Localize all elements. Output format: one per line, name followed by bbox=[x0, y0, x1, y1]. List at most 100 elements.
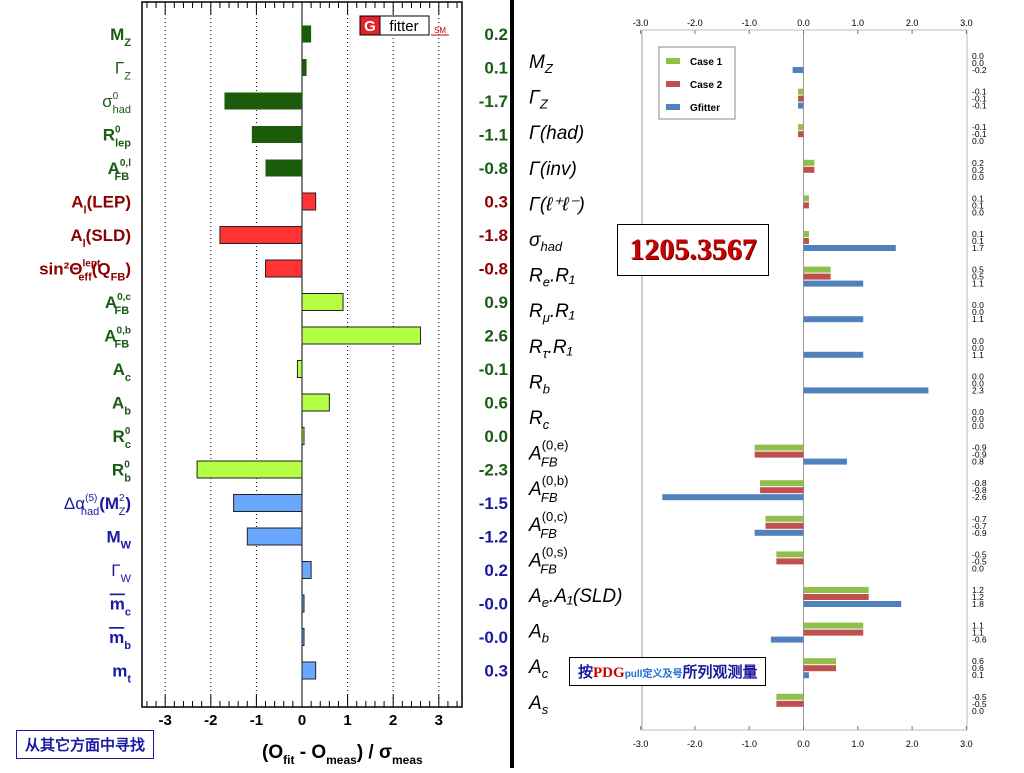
series-bar bbox=[803, 195, 809, 202]
x-tick-label-bottom: 3.0 bbox=[960, 739, 973, 749]
series-value-label: 0.0 bbox=[972, 336, 984, 346]
series-value-label: 0.8 bbox=[972, 457, 984, 467]
observable-label: MZ bbox=[529, 52, 554, 76]
series-value-label: 0.0 bbox=[972, 136, 984, 146]
series-value-label: 1.1 bbox=[972, 628, 984, 638]
series-bar bbox=[776, 700, 804, 707]
series-value-label: -0.5 bbox=[972, 699, 987, 709]
pull-value-label: 0.6 bbox=[484, 394, 508, 413]
series-value-label: 0.2 bbox=[972, 158, 984, 168]
pdg-small: pull定义及号 bbox=[624, 669, 683, 680]
series-bar bbox=[803, 166, 815, 173]
series-value-label: 0.6 bbox=[972, 663, 984, 673]
series-value-label: -0.1 bbox=[972, 87, 987, 97]
series-value-label: 0.2 bbox=[972, 165, 984, 175]
series-bar bbox=[803, 458, 847, 465]
x-tick-label-bottom: 2.0 bbox=[906, 739, 919, 749]
x-tick-label: 1 bbox=[343, 712, 351, 729]
pull-bar bbox=[302, 59, 307, 76]
series-bar bbox=[803, 672, 809, 679]
series-value-label: 0.0 bbox=[972, 300, 984, 310]
observable-label: R0 c bbox=[113, 426, 131, 451]
series-value-label: 0.1 bbox=[972, 200, 984, 210]
x-tick-label-top: 2.0 bbox=[906, 18, 919, 28]
pull-value-label: 0.2 bbox=[484, 25, 508, 44]
series-value-label: 1.1 bbox=[972, 350, 984, 360]
legend-swatch bbox=[666, 58, 680, 64]
pdg-suffix: 所列观测量 bbox=[682, 664, 758, 681]
series-value-label: -0.5 bbox=[972, 692, 987, 702]
pull-bar bbox=[302, 25, 312, 43]
panel-divider bbox=[510, 0, 514, 768]
x-axis-label: (Ofit - Omeas) / σmeas bbox=[262, 742, 423, 767]
series-value-label: -0.9 bbox=[972, 528, 987, 538]
pull-bar bbox=[301, 661, 317, 680]
series-value-label: 0.1 bbox=[972, 236, 984, 246]
series-bar bbox=[760, 487, 804, 494]
gfitter-pull-chart: -3 -2 -1 0 1 2 3 (Ofit - Omeas) / σmeas G fitter S… bbox=[39, 1, 508, 767]
pull-value-label: -1.2 bbox=[479, 528, 508, 547]
legend: Case 1 Case 2 Gfitter bbox=[658, 46, 736, 120]
x-tick-label: 2 bbox=[389, 712, 397, 729]
observable-label: σ0 had bbox=[102, 91, 131, 116]
x-tick-label: -1 bbox=[250, 712, 263, 729]
series-bar bbox=[760, 480, 804, 487]
series-bar bbox=[803, 351, 864, 358]
observable-label: As bbox=[528, 693, 549, 717]
series-value-label: -0.6 bbox=[972, 635, 987, 645]
series-bar bbox=[803, 594, 869, 600]
pull-bar bbox=[296, 360, 303, 378]
series-bar bbox=[803, 202, 809, 209]
series-value-label: -0.2 bbox=[972, 65, 987, 75]
observable-label: Al(LEP) bbox=[71, 193, 131, 217]
observable-label: Rμ.R₁ bbox=[529, 301, 575, 325]
observable-label: ΓW bbox=[111, 561, 131, 585]
pull-bar bbox=[301, 326, 422, 345]
series-value-label: 0.1 bbox=[972, 193, 984, 203]
x-tick-label: 3 bbox=[435, 712, 443, 729]
arxiv-number: 1205.3567 bbox=[629, 233, 757, 266]
series-bar bbox=[776, 551, 804, 558]
pull-value-label: 0.9 bbox=[484, 293, 508, 312]
pdg-brand: PDG bbox=[593, 665, 625, 681]
series-value-label: 0.0 bbox=[972, 407, 984, 417]
observable-label: A(0,c) FB bbox=[528, 509, 568, 541]
series-value-label: 0.0 bbox=[972, 706, 984, 716]
series-value-label: 1.1 bbox=[972, 621, 984, 631]
series-value-label: 0.0 bbox=[972, 421, 984, 431]
series-bar bbox=[770, 636, 804, 643]
series-bar bbox=[803, 622, 864, 629]
series-bar bbox=[792, 67, 804, 73]
observable-label: ΓZ bbox=[115, 59, 131, 83]
observable-label: Γ(ℓ⁺ℓ⁻) bbox=[529, 194, 585, 215]
series-value-label: 0.0 bbox=[972, 51, 984, 61]
pull-bar bbox=[301, 561, 312, 579]
series-bar bbox=[754, 444, 804, 451]
series-value-label: 1.1 bbox=[972, 314, 984, 324]
observable-label: A(0,b) FB bbox=[528, 473, 568, 505]
observable-label: mt bbox=[112, 662, 131, 686]
x-tick-label-top: 1.0 bbox=[852, 18, 865, 28]
x-tick-label-top: -2.0 bbox=[687, 18, 703, 28]
pull-bar bbox=[301, 628, 305, 646]
series-value-label: 0.0 bbox=[972, 58, 984, 68]
observable-label: mc bbox=[110, 595, 131, 619]
series-value-label: 0.0 bbox=[972, 307, 984, 317]
observable-label: A(0,e) FB bbox=[528, 438, 568, 470]
logo-sm: SM bbox=[434, 26, 446, 35]
pull-value-label: -1.7 bbox=[479, 92, 508, 111]
series-value-label: -0.7 bbox=[972, 521, 987, 531]
series-value-label: -2.6 bbox=[972, 492, 987, 502]
series-value-label: -0.1 bbox=[972, 129, 987, 139]
pull-value-label: -2.3 bbox=[479, 461, 508, 480]
observable-label: mb bbox=[109, 628, 131, 652]
pull-bar bbox=[233, 494, 303, 512]
series-bar bbox=[798, 102, 804, 109]
observable-label: A0,c FB bbox=[105, 292, 132, 317]
series-bar bbox=[803, 266, 831, 273]
observable-label: σhad bbox=[529, 230, 563, 254]
series-bar bbox=[798, 131, 804, 138]
series-value-label: -0.9 bbox=[972, 443, 987, 453]
